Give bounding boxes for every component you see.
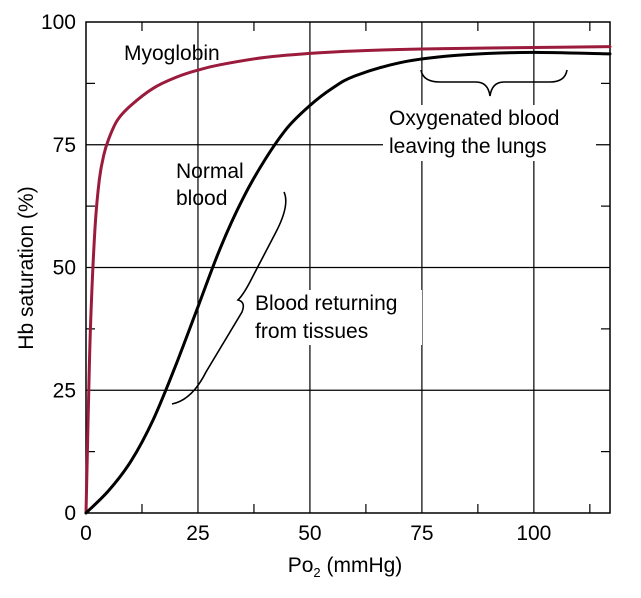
y-tick-label-2: 50 <box>53 257 76 280</box>
annotation-oxygenated-line2: leaving the lungs <box>389 135 547 158</box>
annotation-returning-line1: Blood returning <box>255 292 397 315</box>
series-label-normal-blood-line2: blood <box>176 187 227 210</box>
x-axis-title-main: Po <box>288 554 314 577</box>
x-axis-title-subscript: 2 <box>313 565 320 580</box>
annotation-oxygenated-line1: Oxygenated blood <box>389 107 559 130</box>
y-tick-label-0: 0 <box>64 502 76 525</box>
y-tick-label-4: 100 <box>41 11 76 34</box>
y-tick-label-3: 75 <box>53 134 76 157</box>
curves <box>84 45 612 515</box>
x-tick-label-3: 75 <box>410 522 433 545</box>
y-axis-title: Hb saturation (%) <box>15 186 38 349</box>
annotation-returning-line2: from tissues <box>255 320 368 343</box>
minor-ticks <box>86 22 610 513</box>
series-label-normal-blood: Normal blood <box>176 160 250 210</box>
x-tick-label-1: 25 <box>186 522 209 545</box>
x-tick-label-4: 100 <box>516 522 551 545</box>
x-tick-label-2: 50 <box>298 522 321 545</box>
brace-returning <box>171 191 287 405</box>
grid <box>86 22 610 513</box>
plot-frame <box>85 21 611 514</box>
brace-oxygenated <box>420 69 568 97</box>
x-axis-title-unit: (mmHg) <box>321 554 403 577</box>
x-tick-labels: 0 25 50 75 100 <box>80 522 551 545</box>
series-line-0 <box>84 45 612 515</box>
x-tick-label-0: 0 <box>80 522 92 545</box>
series-label-myoglobin: Myoglobin <box>124 42 220 65</box>
label-bg-returning <box>250 290 422 345</box>
y-tick-label-1: 25 <box>53 379 76 402</box>
y-tick-labels: 0 25 50 75 100 <box>41 11 76 525</box>
x-axis-title: Po2 (mmHg) <box>288 554 403 580</box>
series-label-normal-blood-line1: Normal <box>176 160 244 183</box>
label-bg-oxygenated <box>383 105 596 161</box>
series-line-1 <box>84 50 612 515</box>
